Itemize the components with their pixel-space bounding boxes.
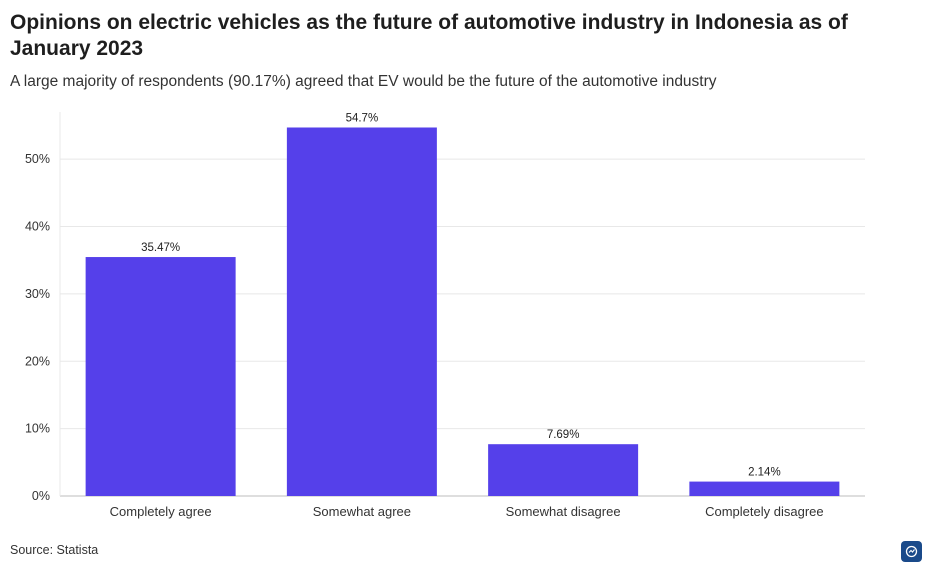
x-tick-label: Somewhat agree xyxy=(313,504,411,519)
y-tick-label: 0% xyxy=(32,489,50,503)
y-tick-label: 40% xyxy=(25,220,50,234)
statista-logo-icon[interactable] xyxy=(901,541,922,562)
y-tick-label: 20% xyxy=(25,354,50,368)
logo-glyph xyxy=(905,545,918,558)
bar xyxy=(286,127,437,496)
y-tick-label: 50% xyxy=(25,152,50,166)
x-tick-label: Somewhat disagree xyxy=(506,504,621,519)
data-label: 2.14% xyxy=(748,467,781,479)
bar xyxy=(488,444,639,496)
bar xyxy=(85,257,236,496)
x-tick-label: Completely disagree xyxy=(705,504,824,519)
data-label: 7.69% xyxy=(547,429,580,441)
data-label: 54.7% xyxy=(346,112,379,124)
x-tick-label: Completely agree xyxy=(110,504,212,519)
y-tick-label: 10% xyxy=(25,422,50,436)
chart-title: Opinions on electric vehicles as the fut… xyxy=(10,11,848,60)
data-label: 35.47% xyxy=(141,242,180,254)
bar-chart: 0% 10% 20% 30% 40% 50% 35.47% Completely agree 5… xyxy=(25,112,865,519)
chart-subtitle: A large majority of respondents (90.17%)… xyxy=(10,73,717,90)
bar xyxy=(689,481,840,496)
y-tick-label: 30% xyxy=(25,287,50,301)
source-note: Source: Statista xyxy=(10,543,99,557)
